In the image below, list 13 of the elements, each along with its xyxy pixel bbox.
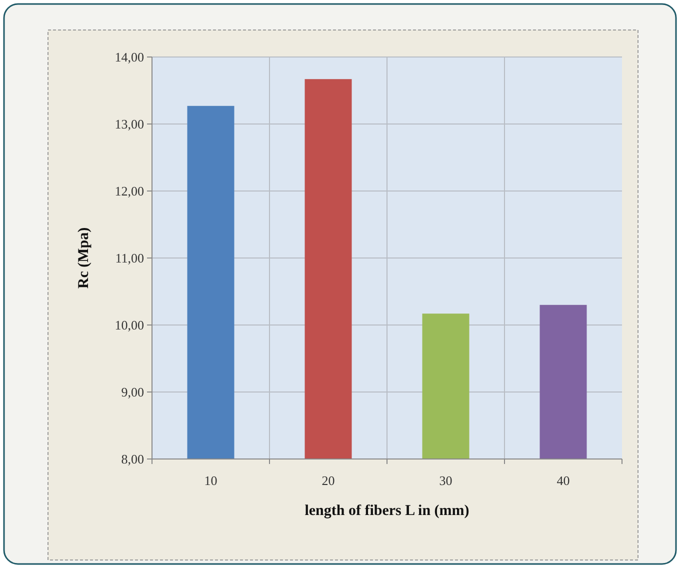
y-tick-label: 10,00	[114, 318, 144, 333]
x-tick-label: 10	[204, 473, 218, 488]
y-tick-label: 14,00	[114, 50, 144, 65]
y-tick-label: 11,00	[115, 250, 144, 266]
x-axis-title: length of fibers L in (mm)	[304, 503, 470, 519]
x-tick-label: 30	[439, 473, 452, 488]
y-tick-label: 9,00	[121, 384, 144, 400]
x-tick-label: 40	[556, 473, 570, 488]
x-tick-label: 20	[322, 473, 335, 488]
y-tick-label: 12,00	[114, 184, 144, 199]
y-axis-title: Rc (Mpa)	[76, 227, 92, 289]
y-tick-label: 8,00	[121, 452, 144, 467]
y-tick-label: 13,00	[114, 116, 144, 132]
